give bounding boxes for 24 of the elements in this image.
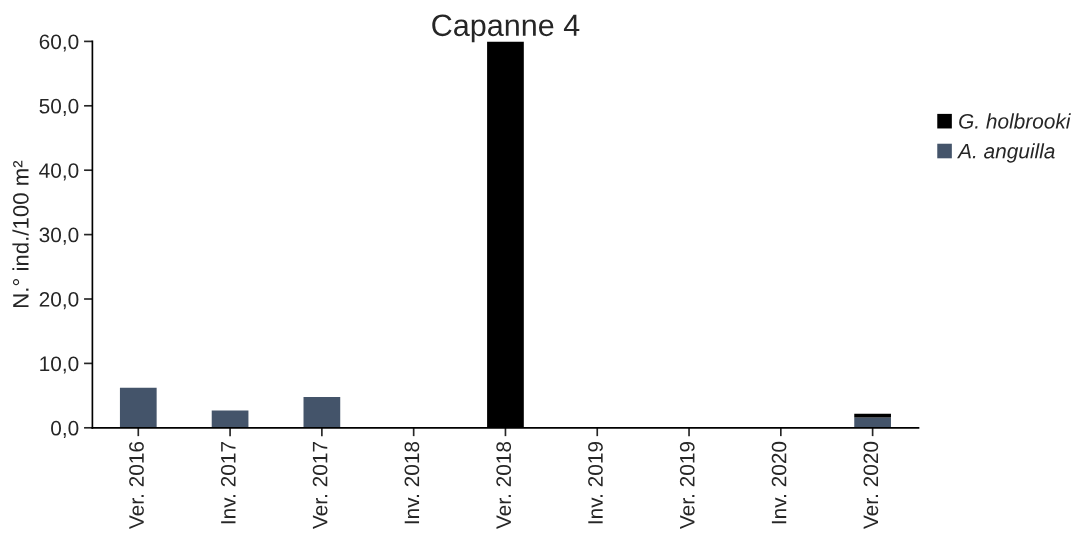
x-tick-label: Inv. 2018 <box>404 441 420 524</box>
x-tick-label: Ver. 2020 <box>863 441 879 529</box>
bar <box>119 387 157 428</box>
y-tick-label: 50,0 <box>39 98 79 117</box>
y-tick-label: 60,0 <box>39 34 79 52</box>
bar <box>211 410 249 428</box>
y-tick-label: 10,0 <box>40 356 79 374</box>
x-tick-label: Ver. 2016 <box>129 441 144 529</box>
x-tick-label: Ver. 2017 <box>312 442 328 529</box>
legend-label: G. holbrooki <box>959 113 1071 129</box>
y-tick-label: 20,0 <box>39 292 79 310</box>
x-tick-label: Inv. 2020 <box>771 441 787 524</box>
y-tick-label: 0,0 <box>51 420 79 439</box>
x-tick-label: Inv. 2019 <box>588 441 603 524</box>
bar <box>303 396 341 428</box>
x-tick-label: Inv. 2017 <box>220 442 236 524</box>
legend-label: A. anguilla <box>957 143 1055 163</box>
bar <box>854 417 891 428</box>
y-tick-label: 30,0 <box>39 227 79 245</box>
chart-title: Capanne 4 <box>432 14 580 43</box>
x-tick-label: Ver. 2019 <box>679 441 695 529</box>
y-axis-title: N.° ind./100 m² <box>12 160 29 307</box>
x-tick-label: Ver. 2018 <box>496 441 512 529</box>
y-tick-label: 40,0 <box>39 163 79 181</box>
